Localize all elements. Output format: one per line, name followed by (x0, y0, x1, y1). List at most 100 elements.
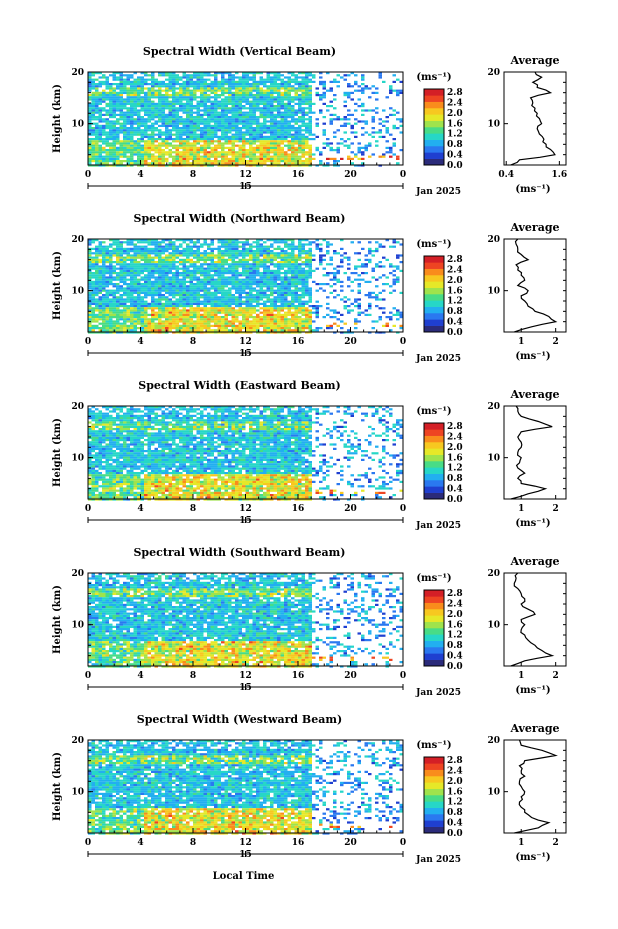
heatmap-cell (91, 138, 95, 141)
heatmap-cell (221, 245, 225, 248)
heatmap-cell (109, 250, 113, 253)
heatmap-cell (263, 140, 267, 143)
heatmap-cell (186, 296, 190, 299)
heatmap-cell (210, 285, 214, 288)
heatmap-cell (161, 118, 165, 121)
heatmap-cell (186, 111, 190, 114)
heatmap-cell (280, 261, 284, 264)
heatmap-cell (193, 129, 197, 132)
heatmap-cell (308, 274, 312, 277)
heatmap-cell (193, 105, 197, 108)
heatmap-cell (221, 149, 225, 152)
heatmap-cell (280, 247, 284, 250)
heatmap-cell (308, 100, 312, 103)
heatmap-cell (305, 309, 309, 312)
heatmap-cell (305, 287, 309, 290)
heatmap-cell (333, 311, 337, 314)
heatmap-cell (88, 98, 92, 101)
heatmap-cell (249, 274, 253, 277)
heatmap-cell (224, 278, 228, 281)
heatmap-cell (228, 142, 232, 145)
heatmap-cell (238, 80, 242, 83)
heatmap-cell (259, 298, 263, 301)
heatmap-cell (91, 309, 95, 312)
heatmap-cell (217, 72, 221, 75)
heatmap-cell (259, 140, 263, 143)
heatmap-cell (172, 102, 176, 105)
heatmap-cell (238, 287, 242, 290)
heatmap-cell (88, 146, 92, 149)
heatmap-cell (133, 146, 137, 149)
heatmap-cell (375, 241, 379, 244)
heatmap-cell (231, 107, 235, 110)
heatmap-cell (151, 76, 155, 79)
heatmap-cell (245, 87, 249, 90)
heatmap-cell (186, 91, 190, 94)
heatmap-cell (158, 256, 162, 259)
heatmap-cell (315, 300, 319, 303)
heatmap-cell (378, 129, 382, 132)
heatmap-cell (329, 89, 333, 92)
heatmap-cell (189, 109, 193, 112)
heatmap-cell (315, 283, 319, 286)
heatmap-cell (252, 311, 256, 314)
heatmap-cell (287, 140, 291, 143)
heatmap-cell (189, 74, 193, 77)
heatmap-cell (196, 107, 200, 110)
heatmap-cell (294, 274, 298, 277)
heatmap-cell (308, 74, 312, 77)
heatmap-cell (158, 116, 162, 119)
heatmap-cell (207, 96, 211, 99)
heatmap-cell (147, 243, 151, 246)
heatmap-cell (368, 261, 372, 264)
heatmap-cell (116, 138, 120, 141)
heatmap-cell (228, 89, 232, 92)
heatmap-cell (154, 247, 158, 250)
heatmap-cell (126, 149, 130, 152)
heatmap-cell (102, 142, 106, 145)
heatmap-cell (357, 265, 361, 268)
heatmap-cell (256, 96, 260, 99)
heatmap-cell (130, 265, 134, 268)
heatmap-cell (196, 111, 200, 114)
heatmap-cell (322, 96, 326, 99)
heatmap-cell (347, 146, 351, 149)
heatmap-cell (214, 98, 218, 101)
heatmap-cell (133, 131, 137, 134)
heatmap-cell (193, 241, 197, 244)
heatmap-cell (158, 291, 162, 294)
heatmap-cell (280, 94, 284, 97)
heatmap-cell (263, 124, 267, 127)
heatmap-cell (298, 254, 302, 257)
heatmap-cell (88, 305, 92, 308)
heatmap-cell (207, 122, 211, 125)
heatmap-cell (175, 144, 179, 147)
heatmap-cell (273, 269, 277, 272)
heatmap-cell (231, 250, 235, 253)
heatmap-cell (116, 105, 120, 108)
heatmap-cell (182, 291, 186, 294)
heatmap-cell (214, 311, 218, 314)
heatmap-cell (217, 256, 221, 259)
heatmap-cell (308, 85, 312, 88)
heatmap-cell (329, 142, 333, 145)
heatmap-cell (210, 247, 214, 250)
heatmap-cell (116, 267, 120, 270)
heatmap-cell (207, 98, 211, 101)
heatmap-cell (133, 113, 137, 116)
heatmap-cell (228, 127, 232, 130)
heatmap-cell (231, 296, 235, 299)
heatmap-cell (207, 113, 211, 116)
heatmap-cell (140, 250, 144, 253)
heatmap-cell (175, 109, 179, 112)
heatmap-cell (375, 111, 379, 114)
heatmap-cell (210, 258, 214, 261)
average-y-tick-label: 20 (487, 68, 500, 78)
heatmap-cell (168, 87, 172, 90)
heatmap-cell (158, 96, 162, 99)
heatmap-cell (277, 307, 281, 310)
heatmap-cell (158, 298, 162, 301)
heatmap-cell (252, 83, 256, 86)
heatmap-cell (133, 254, 137, 257)
heatmap-cell (256, 129, 260, 132)
